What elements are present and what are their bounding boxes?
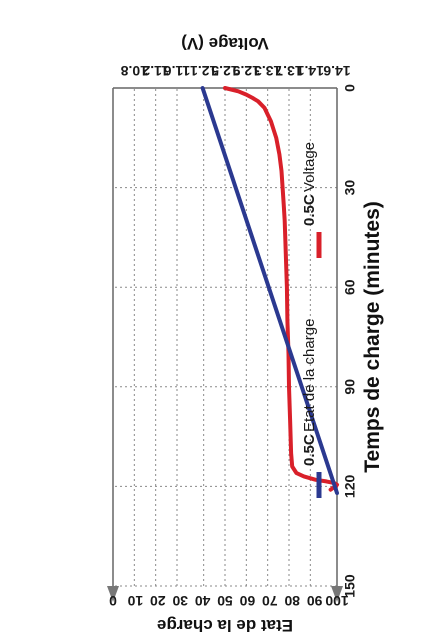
axis-arrow-right (107, 586, 119, 602)
legend-label-state-of-charge: Etat de la charge (301, 319, 318, 432)
series-line-0 (223, 86, 339, 492)
series-layer (200, 86, 339, 495)
axis-arrow-left (331, 586, 343, 602)
y-axis-right-title: Etat de la charge (157, 616, 293, 635)
x-tick-label-1: 30 (342, 180, 358, 196)
y-right-tick-label-7: 70 (262, 593, 278, 609)
x-tick-label-3: 90 (342, 379, 358, 395)
y-right-tick-label-10: 100 (325, 593, 349, 609)
axis-labels: Voltage (V) Etat de la charge Temps de c… (157, 34, 384, 635)
y-left-tick-label-9: 14.6 (323, 63, 350, 79)
y-left-tick-label-7: 13.7 (275, 63, 302, 79)
y-axis-left-title: Voltage (V) (181, 34, 269, 53)
y-right-tick-label-1: 10 (127, 593, 143, 609)
axes: 10.811.211.6 12.112.512.913.313.714.1 14.6… (107, 63, 358, 609)
x-axis-title: Temps de charge (minutes) (361, 201, 384, 473)
y-right-tick-label-4: 40 (195, 593, 211, 609)
legend-rate-voltage: 0.5C (301, 194, 318, 226)
legend-item-voltage: 0.5C Voltage (301, 142, 322, 258)
x-tick-label-2: 60 (342, 279, 358, 295)
y-right-tick-label-9: 90 (307, 593, 323, 609)
legend-label-voltage: Voltage (301, 142, 318, 192)
y-left-tick-label-4: 12.5 (211, 63, 238, 79)
y-left-tick-label-8: 14.1 (296, 63, 323, 79)
x-tick-label-4: 120 (342, 475, 358, 499)
y-left-tick-label-5: 12.9 (232, 63, 259, 79)
y-left-tick-label-6: 13.3 (254, 63, 281, 79)
y-right-tick-label-8: 80 (284, 593, 300, 609)
x-tick-label-5: 150 (342, 574, 358, 598)
legend: 0.5C Voltage 0.5C Etat de la charge (301, 142, 322, 498)
y-right-tick-label-5: 50 (217, 593, 233, 609)
y-right-tick-label-0: 0 (109, 593, 117, 609)
y-left-tick-label-3: 12.1 (190, 63, 217, 79)
y-right-tick-label-2: 20 (150, 593, 166, 609)
y-left-tick-label-2: 11.6 (164, 63, 191, 79)
y-right-tick-label-3: 30 (172, 593, 188, 609)
legend-rate-state-of-charge: 0.5C (301, 434, 318, 466)
legend-item-state-of-charge: 0.5C Etat de la charge (301, 319, 322, 498)
x-tick-label-0: 0 (342, 84, 358, 92)
y-right-tick-label-6: 60 (239, 593, 255, 609)
series-line-1 (200, 86, 339, 495)
y-left-tick-label-0: 10.8 (120, 63, 147, 79)
y-left-tick-label-1: 11.2 (142, 63, 169, 79)
